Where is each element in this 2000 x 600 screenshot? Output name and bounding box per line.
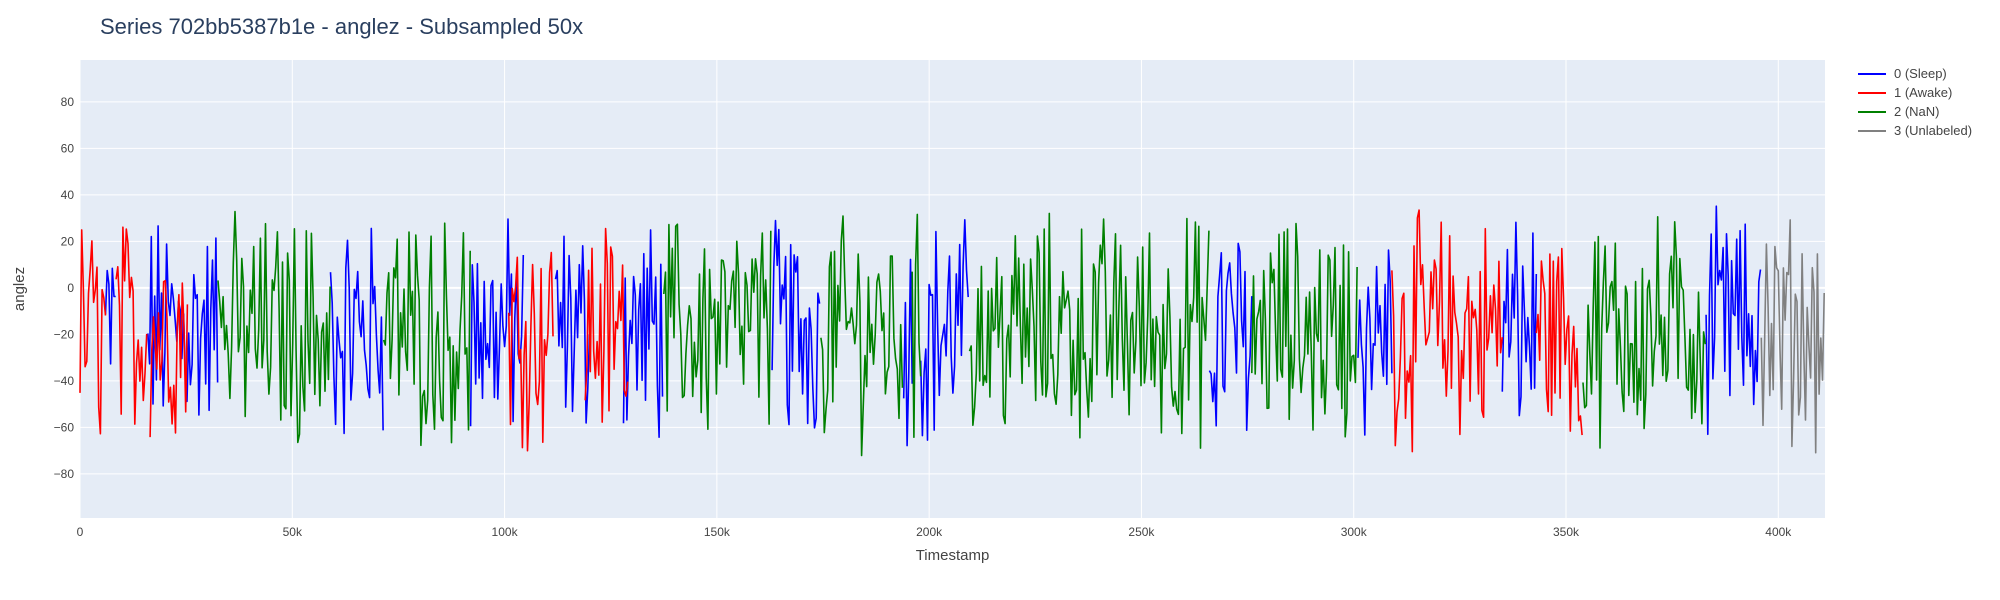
chart-title: Series 702bb5387b1e - anglez - Subsample… (100, 14, 584, 39)
series-line (382, 222, 471, 447)
legend-item[interactable]: 1 (Awake) (1858, 83, 1972, 102)
series-line (1501, 221, 1538, 417)
series-line (104, 267, 116, 365)
series-line (663, 223, 772, 431)
legend-swatch (1858, 91, 1886, 94)
legend-swatch (1858, 110, 1886, 113)
y-tick-label: 60 (61, 141, 75, 155)
series-3 (1760, 219, 1825, 454)
series-line (1582, 216, 1707, 449)
series-line (217, 210, 331, 444)
y-tick-label: 0 (67, 281, 74, 295)
legend-item[interactable]: 0 (Sleep) (1858, 64, 1972, 83)
series-line (1705, 205, 1762, 436)
series-line (329, 227, 384, 435)
series-line (149, 279, 189, 438)
y-axis-label: anglez (11, 267, 28, 311)
y-tick-label: 40 (61, 188, 75, 202)
series-layer (79, 205, 1825, 457)
series-0 (104, 205, 1762, 447)
series-line (1357, 249, 1393, 436)
tick-labels: 0 50k 100k 150k 200k 250k 300k 350k 400k −80 −60 −4… (54, 95, 1793, 539)
y-tick-label: 20 (61, 234, 75, 248)
x-tick-label: 200k (916, 525, 943, 539)
x-tick-label: 100k (492, 525, 519, 539)
series-line (911, 213, 922, 439)
x-tick-label: 150k (704, 525, 731, 539)
series-2 (217, 210, 1707, 457)
y-tick-label: −60 (54, 420, 75, 434)
legend-label: 0 (Sleep) (1894, 66, 1947, 81)
x-tick-label: 50k (283, 525, 303, 539)
series-line (79, 229, 107, 435)
x-tick-label: 300k (1341, 525, 1368, 539)
legend-label: 2 (NaN) (1894, 104, 1940, 119)
y-tick-label: −40 (54, 374, 75, 388)
series-line (584, 227, 629, 423)
legend-label: 3 (Unlabeled) (1894, 123, 1973, 138)
series-1 (79, 209, 1583, 453)
x-axis-label: Timestamp (916, 547, 990, 564)
series-line (1535, 247, 1583, 436)
series-line (1251, 222, 1358, 438)
y-tick-label: −20 (54, 327, 75, 341)
series-line (622, 229, 664, 439)
y-tick-label: −80 (54, 467, 75, 481)
y-tick-label: 80 (61, 95, 75, 109)
series-line (919, 219, 969, 441)
x-tick-label: 350k (1553, 525, 1580, 539)
series-line (771, 219, 821, 429)
legend: 0 (Sleep) 1 (Awake) 2 (NaN) 3 (Unlabeled) (1858, 64, 1972, 140)
series-line (554, 235, 591, 424)
series-line (469, 218, 525, 427)
legend-swatch (1858, 129, 1886, 132)
x-tick-label: 250k (1128, 525, 1155, 539)
legend-swatch (1858, 72, 1886, 75)
x-tick-label: 400k (1765, 525, 1792, 539)
series-line (1391, 209, 1504, 453)
series-line (1760, 219, 1825, 454)
series-line (820, 215, 904, 457)
series-line (115, 226, 148, 425)
x-tick-label: 0 (77, 525, 84, 539)
series-line (902, 258, 913, 447)
legend-item[interactable]: 2 (NaN) (1858, 102, 1972, 121)
legend-item[interactable]: 3 (Unlabeled) (1858, 121, 1972, 140)
series-line (1208, 242, 1253, 432)
series-line (508, 251, 554, 452)
legend-label: 1 (Awake) (1894, 85, 1953, 100)
series-line (968, 212, 1210, 449)
